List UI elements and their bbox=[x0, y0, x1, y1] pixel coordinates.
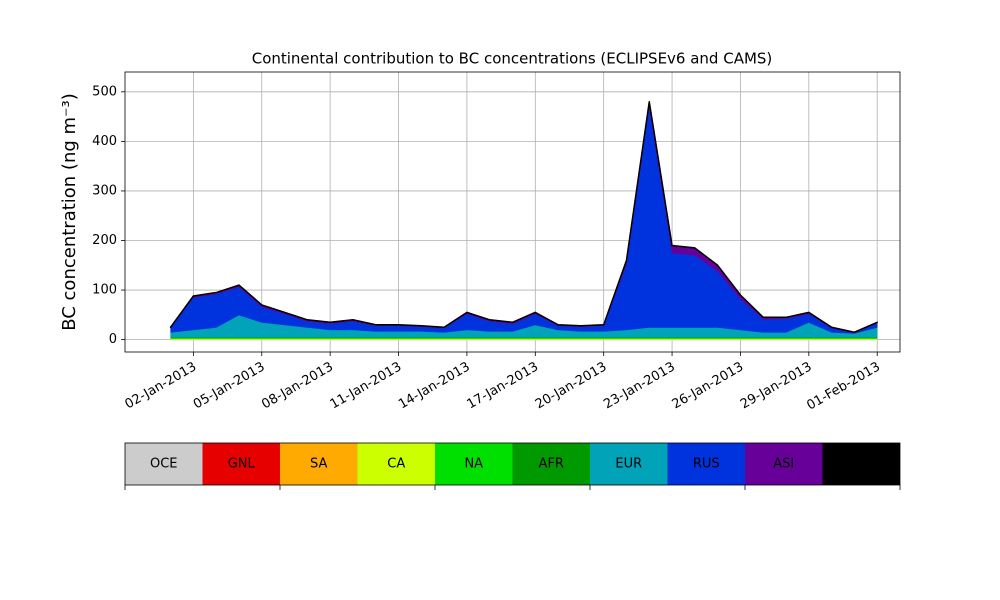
y-axis-label: BC concentration (ng m⁻³) bbox=[59, 93, 80, 331]
legend-label: AFR bbox=[539, 457, 564, 472]
y-tick-label: 0 bbox=[109, 332, 117, 347]
plot-frame bbox=[124, 71, 901, 353]
legend-swatch bbox=[125, 443, 203, 485]
area bbox=[169, 100, 878, 333]
y-tick-label: 500 bbox=[92, 84, 117, 99]
legend-swatch bbox=[512, 443, 590, 485]
legend-swatch bbox=[590, 443, 668, 485]
legend-label: CA bbox=[387, 457, 405, 472]
chart-title: Continental contribution to BC concentra… bbox=[252, 50, 773, 68]
legend-swatch bbox=[667, 443, 745, 485]
legend-label: EUR bbox=[615, 457, 642, 472]
legend-swatch bbox=[822, 443, 900, 485]
legend-label: SA bbox=[310, 457, 327, 472]
legend-swatch bbox=[202, 443, 280, 485]
legend-swatch bbox=[280, 443, 358, 485]
legend-swatch bbox=[357, 443, 435, 485]
legend-label: RUS bbox=[693, 457, 720, 472]
legend-swatch bbox=[745, 443, 823, 485]
y-tick-label: 200 bbox=[92, 233, 117, 248]
y-tick-label: 100 bbox=[92, 283, 117, 298]
legend-swatch bbox=[435, 443, 513, 485]
legend-label: OCE bbox=[150, 457, 178, 472]
legend-frame bbox=[124, 442, 901, 486]
legend-label: AUS bbox=[848, 457, 875, 472]
y-tick-label: 400 bbox=[92, 134, 117, 149]
legend-label: NA bbox=[464, 457, 483, 472]
legend-label: ASI bbox=[773, 457, 794, 472]
legend-label: GNL bbox=[228, 457, 256, 472]
y-tick-label: 300 bbox=[92, 183, 117, 198]
